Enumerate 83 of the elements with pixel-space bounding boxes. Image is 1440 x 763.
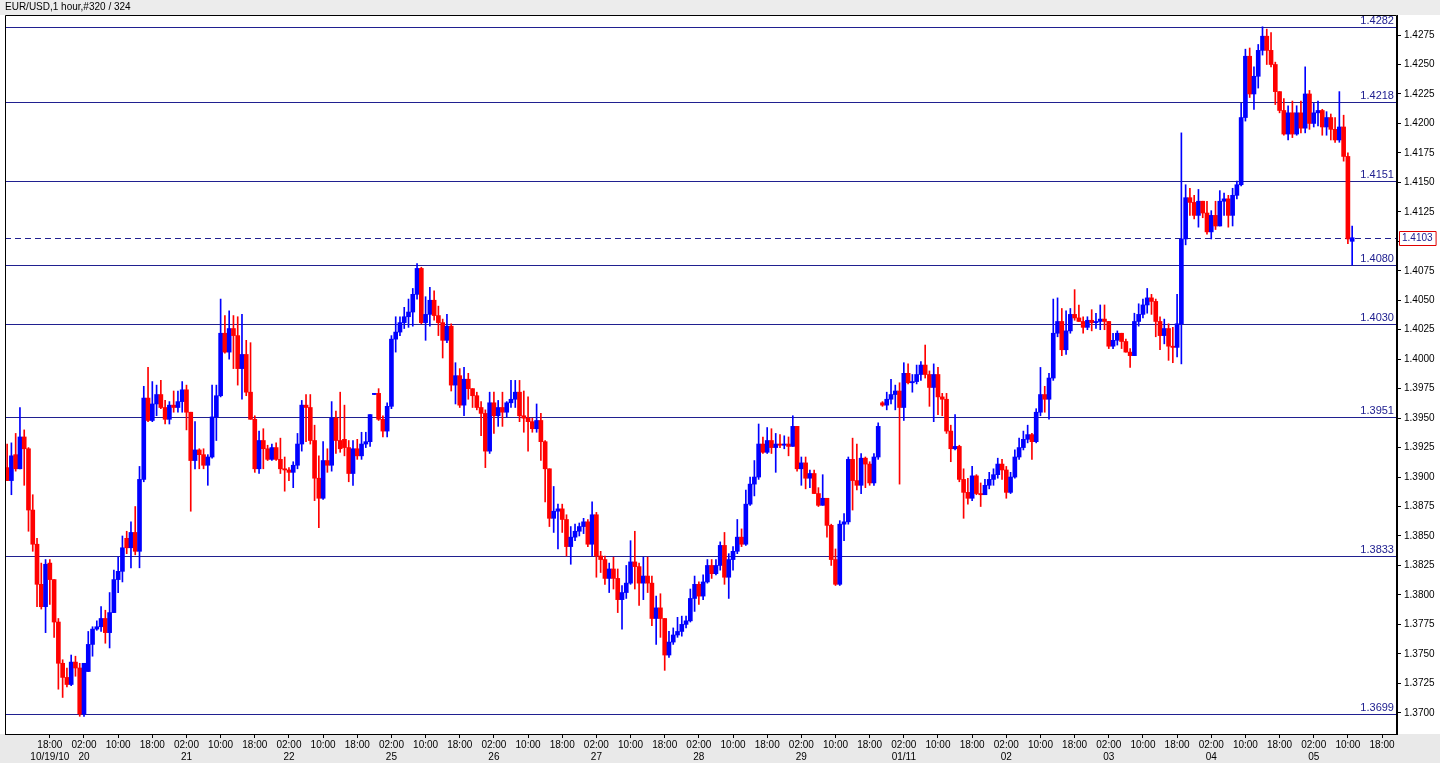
y-tick-label: 1.3900 [1404, 470, 1436, 482]
y-tick-label: 1.4275 [1404, 28, 1436, 40]
x-tick-label: 18:00 [857, 738, 883, 750]
y-tick-label: 1.3875 [1404, 500, 1436, 512]
x-tick-label: 02:00 22 [276, 738, 302, 762]
y-tick-label: 1.4050 [1404, 293, 1436, 305]
candlestick [773, 433, 779, 473]
candlestick [568, 526, 574, 565]
x-tick-label: 02:00 25 [378, 738, 405, 762]
y-tick-label: 1.4000 [1404, 352, 1436, 364]
candlestick [1349, 225, 1355, 266]
y-tick-label: 1.4125 [1404, 205, 1436, 217]
x-tick-label: 10:00 [618, 738, 644, 750]
x-tick-label: 10:00 [105, 738, 132, 750]
candlestick [1187, 187, 1193, 216]
x-tick-label: 02:00 29 [788, 738, 815, 762]
y-tick-label: 1.3850 [1404, 529, 1436, 541]
ref-line-label: 1.3833 [1360, 543, 1394, 556]
x-tick-label: 18:00 [139, 738, 166, 750]
x-tick-label: 02:00 27 [583, 738, 610, 762]
ref-line-label: 1.3699 [1360, 701, 1394, 714]
x-tick-label: 18:00 [1369, 738, 1395, 750]
y-tick-label: 1.3950 [1404, 411, 1436, 423]
y-tick-label: 1.3750 [1404, 647, 1436, 659]
x-tick-label: 02:00 05 [1301, 738, 1327, 762]
x-tick-label: 18:00 [549, 738, 576, 750]
y-tick-label: 1.4150 [1404, 176, 1436, 188]
x-tick-label: 10:00 [515, 738, 542, 750]
x-tick-label: 18:00 [652, 738, 678, 750]
y-tick-label: 1.3825 [1404, 559, 1436, 571]
y-tick-label: 1.3775 [1404, 618, 1436, 630]
y-tick-label: 1.4200 [1404, 117, 1436, 129]
candlestick [854, 443, 860, 491]
ref-line-label: 1.4282 [1360, 14, 1394, 27]
x-tick-label: 02:00 04 [1198, 738, 1225, 762]
x-tick-label: 02:00 28 [686, 738, 712, 762]
x-tick-label: 02:00 20 [71, 738, 97, 762]
y-tick-label: 1.4250 [1404, 58, 1436, 70]
x-tick-label: 10:00 [413, 738, 439, 750]
y-tick-label: 1.4175 [1404, 146, 1436, 158]
ref-line-label: 1.4030 [1360, 311, 1394, 324]
x-tick-label: 18:00 10/19/10 [30, 738, 70, 762]
ref-line-label: 1.4080 [1360, 252, 1394, 265]
x-tick-label: 10:00 [208, 738, 234, 750]
ref-line-label: 1.3951 [1360, 404, 1394, 417]
x-tick-label: 18:00 [754, 738, 781, 750]
x-tick-label: 10:00 [925, 738, 951, 750]
candlestick [1042, 385, 1048, 413]
x-tick-label: 02:00 03 [1096, 738, 1122, 762]
y-tick-label: 1.3725 [1404, 677, 1436, 689]
x-tick-label: 18:00 [1267, 738, 1293, 750]
x-tick-label: 10:00 [1027, 738, 1054, 750]
y-tick-label: 1.3925 [1404, 441, 1436, 453]
candlestick [196, 448, 202, 470]
y-tick-label: 1.4075 [1404, 264, 1436, 276]
x-tick-label: 18:00 [242, 738, 268, 750]
x-tick-label: 18:00 [447, 738, 473, 750]
ref-line-label: 1.4151 [1360, 168, 1394, 181]
chart-title: EUR/USD,1 hour,#320 / 324 [5, 1, 132, 13]
x-tick-label: 02:00 02 [993, 738, 1020, 762]
x-tick-label: 02:00 21 [173, 738, 200, 762]
ref-line-label: 1.4103 [1402, 232, 1434, 244]
candlestick [820, 474, 826, 506]
x-tick-label: 10:00 [310, 738, 337, 750]
x-tick-label: 10:00 [822, 738, 849, 750]
y-tick-label: 1.4025 [1404, 323, 1436, 335]
candlestick [1170, 327, 1176, 364]
x-tick-label: 18:00 [1164, 738, 1191, 750]
candlestick [1089, 309, 1095, 332]
y-tick-label: 1.3800 [1404, 588, 1436, 600]
x-tick-label: 02:00 01/11 [891, 738, 917, 762]
y-tick-label: 1.3700 [1404, 706, 1436, 718]
ref-line-label: 1.4218 [1360, 89, 1394, 102]
x-tick-label: 18:00 [959, 738, 986, 750]
y-tick-label: 1.4225 [1404, 87, 1436, 99]
x-tick-label: 10:00 [1335, 738, 1361, 750]
x-tick-label: 10:00 [1232, 738, 1259, 750]
x-tick-label: 10:00 [1130, 738, 1156, 750]
x-tick-label: 02:00 26 [481, 738, 507, 762]
x-tick-label: 10:00 [720, 738, 746, 750]
x-tick-label: 18:00 [344, 738, 371, 750]
x-tick-label: 18:00 [1062, 738, 1088, 750]
y-tick-label: 1.3975 [1404, 382, 1436, 394]
